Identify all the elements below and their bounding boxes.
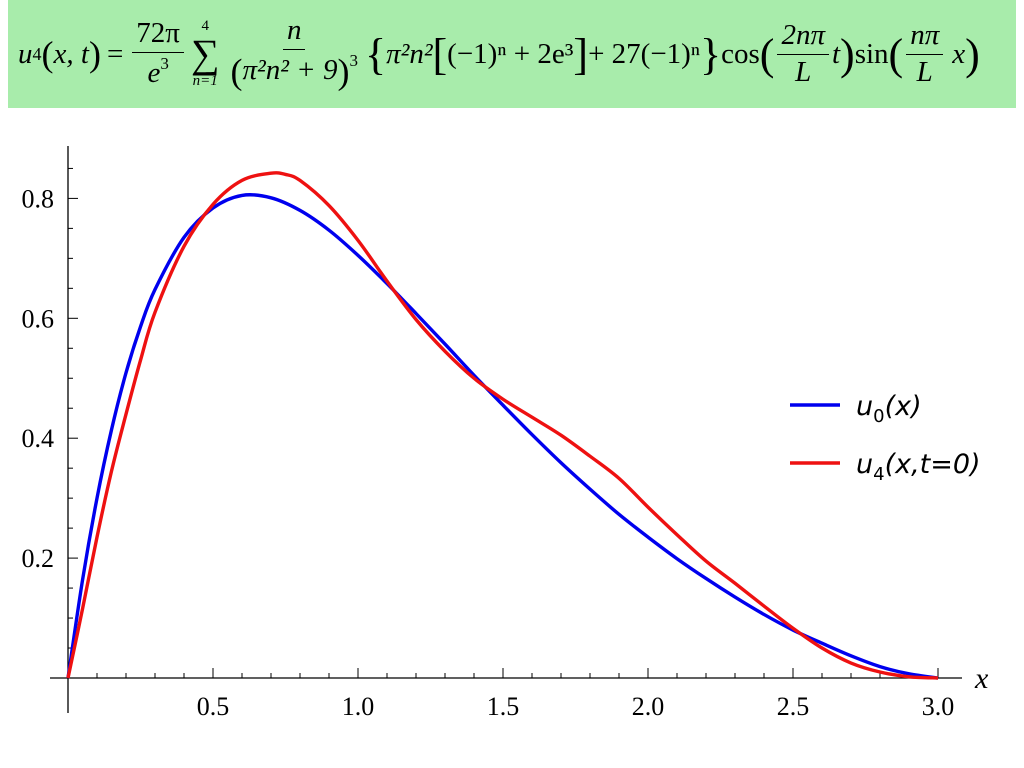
sum-symbol: ∑: [190, 31, 220, 76]
cos-paren-close: ): [840, 29, 855, 79]
sin-arg-fraction: nπ L: [906, 19, 944, 89]
formula-banner: u 4(x, t) = 72π e3 4 ∑ n=1 n (π²n² + 9)3 …: [8, 0, 1016, 108]
brace-open: {: [364, 29, 387, 79]
line-chart: 0.5 1.0 1.5 2.0 2.5 3.0 0.2 0.4 0.6 0.8 x u0(x) u4(…: [22, 146, 989, 721]
sin-paren-close: ): [965, 29, 980, 79]
cos-arg-var: t: [831, 37, 841, 70]
x-tick-label: 2.0: [632, 692, 665, 721]
paren-open: (: [41, 34, 54, 74]
bracket-close: ]: [573, 29, 589, 79]
chart-legend: u0(x) u4(x,t=0): [790, 391, 981, 485]
cos-arg-fraction: 2nπ L: [777, 19, 829, 89]
sin-arg-den: L: [916, 55, 933, 88]
series-line-0: [66, 193, 939, 680]
x-tick-label: 1.0: [342, 692, 375, 721]
brace-term-1: π²n²: [386, 37, 433, 70]
paren-close: ): [88, 34, 101, 74]
series-line-1: [66, 171, 939, 680]
sin-label: sin: [854, 37, 889, 70]
y-tick-label: 0.8: [22, 184, 55, 213]
chart-axes: 0.5 1.0 1.5 2.0 2.5 3.0 0.2 0.4 0.6 0.8 x: [22, 146, 989, 721]
cos-arg-num: 2nπ: [777, 19, 829, 55]
sin-paren-open: (: [888, 29, 904, 79]
coef-den-exp: 3: [160, 54, 169, 73]
term-den-inner: π²n² + 9: [242, 54, 338, 87]
x-tick-label: 1.5: [487, 692, 520, 721]
x-tick-label: 3.0: [922, 692, 955, 721]
summation: 4 ∑ n=1: [191, 19, 220, 89]
formula-equals: =: [106, 37, 124, 70]
formula-lhs-fn: u: [18, 37, 33, 70]
formula-lhs-sub: 4: [32, 43, 42, 64]
x-tick-label: 2.5: [777, 692, 810, 721]
coef-den-base: e: [147, 57, 161, 89]
bracket-term: (−1)ⁿ + 2e³: [447, 37, 574, 70]
x-tick-label: 0.5: [197, 692, 230, 721]
formula-term-fraction: n (π²n² + 9)3: [230, 14, 358, 92]
x-axis-title: x: [974, 662, 989, 695]
cos-paren-open: (: [759, 29, 775, 79]
y-tick-label: 0.6: [22, 304, 55, 333]
cos-label: cos: [721, 37, 760, 70]
chart-series: [66, 171, 939, 680]
cos-arg-den: L: [795, 55, 812, 88]
bracket-open: [: [432, 29, 448, 79]
sin-arg-var: x: [952, 37, 966, 70]
term-den-exp: 3: [349, 51, 358, 71]
term-numerator: n: [282, 15, 306, 51]
formula-coefficient: 72π e3: [132, 17, 184, 90]
sum-upper: 4: [201, 18, 209, 34]
sin-arg-num: nπ: [906, 19, 944, 55]
plus-term: + 27(−1)ⁿ: [588, 37, 700, 70]
y-tick-label: 0.4: [22, 424, 55, 453]
coef-numerator: 72π: [132, 17, 184, 53]
legend-label-1: u4(x,t=0): [856, 449, 981, 485]
legend-label-0: u0(x): [856, 391, 922, 427]
sum-lower: n=1: [192, 73, 218, 89]
y-tick-label: 0.2: [22, 544, 55, 573]
brace-close: }: [699, 29, 722, 79]
formula-lhs-args: x, t: [53, 37, 89, 70]
